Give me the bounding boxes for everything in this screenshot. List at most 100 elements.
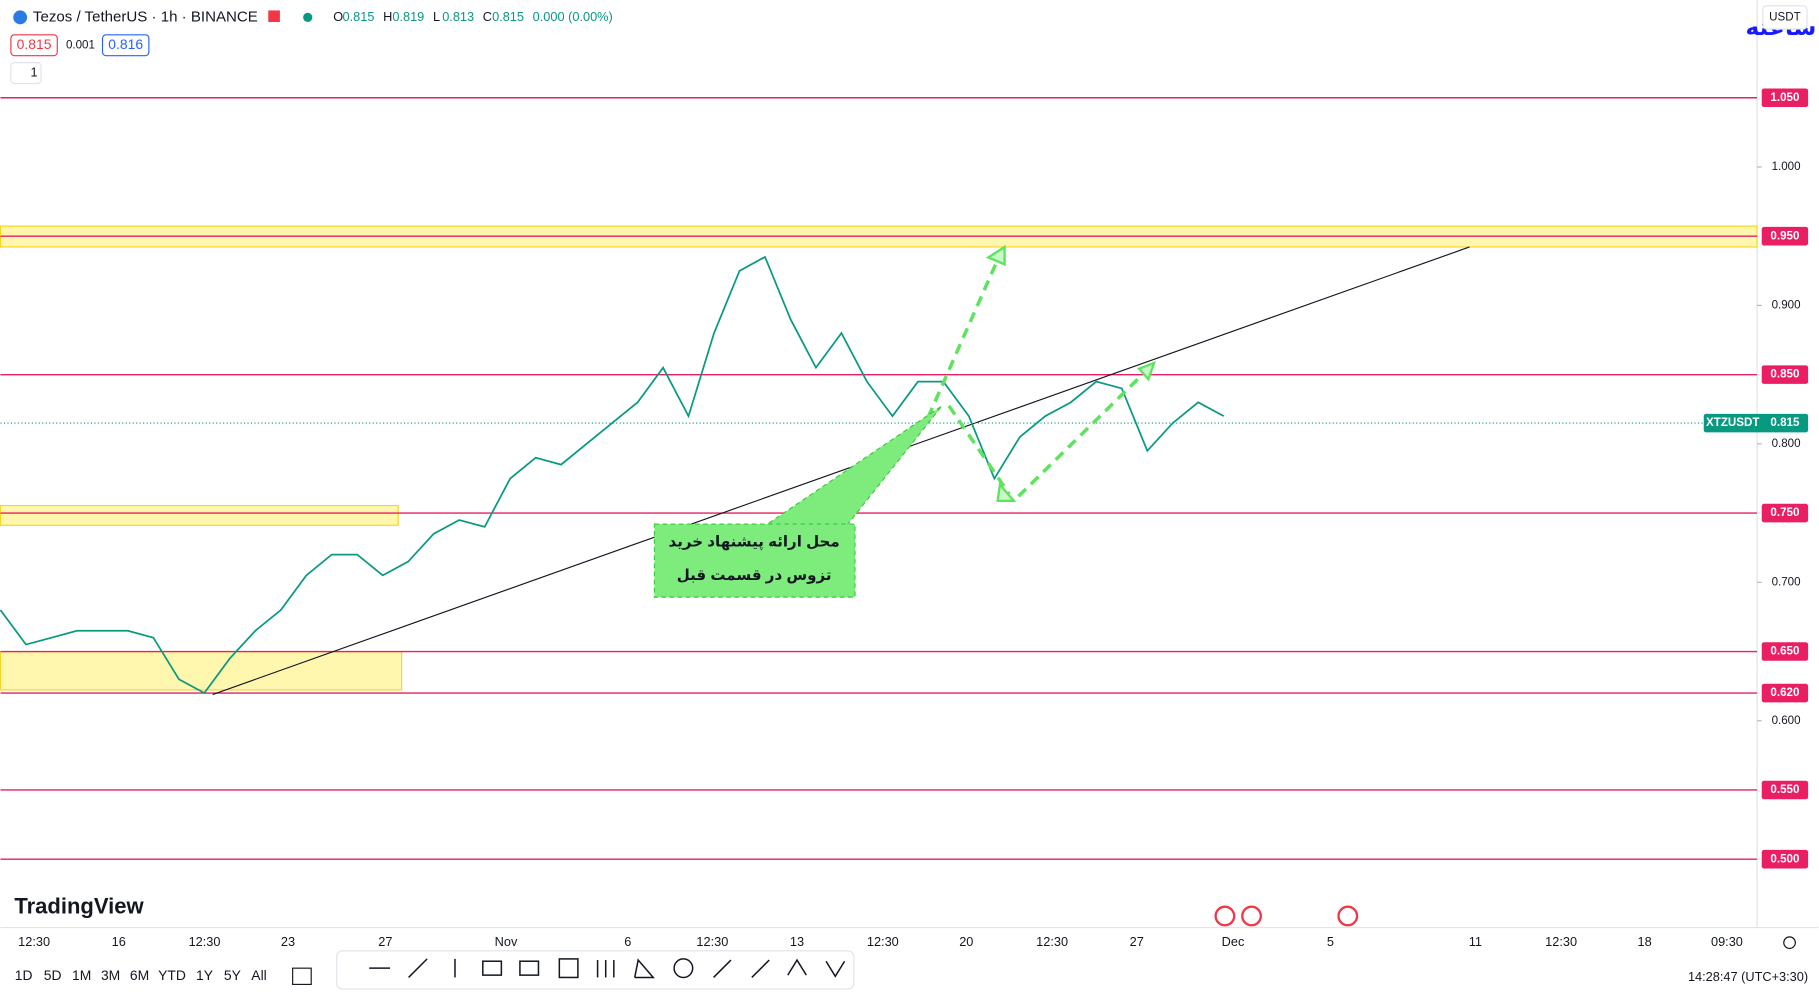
level-label: 0.950: [1770, 230, 1799, 242]
x-tick-label: 27: [378, 934, 392, 949]
x-tick-label: 12:30: [18, 934, 50, 949]
timeframe-button[interactable]: 5D: [44, 967, 62, 983]
ohlc-item: 0.000 (0.00%): [533, 9, 613, 24]
arrow-down: [947, 404, 1011, 495]
timeframe-button[interactable]: 3M: [101, 967, 120, 983]
level-label: 0.620: [1770, 687, 1799, 699]
y-tick-label: 0.700: [1772, 576, 1801, 588]
callout-box: [653, 523, 856, 598]
ohlc-item: O: [333, 9, 343, 24]
last-price-badge: [1703, 413, 1809, 433]
timeframe-button[interactable]: All: [251, 967, 266, 983]
bid: 0.815: [17, 36, 52, 52]
currency-box[interactable]: [1762, 5, 1808, 30]
level-label: 0.750: [1770, 507, 1799, 519]
x-tick-label: 12:30: [189, 934, 221, 949]
spread: 0.001: [66, 39, 95, 51]
timeframe-button[interactable]: 1M: [72, 967, 91, 983]
drawing-toolbar[interactable]: [336, 950, 855, 990]
indicator-toggle[interactable]: [10, 62, 42, 85]
arrowhead: [996, 481, 1017, 503]
level-label: 0.500: [1770, 853, 1799, 865]
event-icon[interactable]: [1214, 905, 1236, 927]
toolbar-icons: [369, 958, 846, 979]
support-zone: [0, 651, 403, 691]
level-label: 0.850: [1770, 369, 1799, 381]
callout-text: محل ارائه پیشنهاد خرید: [669, 534, 840, 552]
x-tick-label: 12:30: [1036, 934, 1068, 949]
arrow-up: [926, 259, 1000, 419]
timeframe-button[interactable]: 5Y: [224, 967, 241, 983]
ohlc-item: 0.815: [492, 9, 524, 24]
level-badge: [1761, 503, 1809, 523]
x-tick-label: 5: [1327, 934, 1334, 949]
arrowhead: [1137, 360, 1157, 382]
ohlc-item: L: [433, 9, 440, 24]
x-tick-label: Dec: [1222, 934, 1245, 949]
level-badge: [1761, 849, 1809, 869]
arrow-up-2: [1017, 369, 1148, 498]
ask: 0.816: [108, 36, 143, 52]
x-tick-label: 18: [1638, 934, 1652, 949]
level-label: 1.050: [1770, 92, 1799, 104]
calendar-icon[interactable]: [292, 967, 312, 985]
x-tick-label: 13: [790, 934, 804, 949]
y-tick-label: 0.800: [1772, 438, 1801, 450]
level-badge: [1761, 365, 1809, 384]
series-name: XTZUSDT: [1706, 417, 1759, 429]
x-tick-label: 20: [959, 934, 973, 949]
bid-box[interactable]: [10, 34, 58, 57]
settings-icon[interactable]: [1783, 936, 1796, 950]
ask-box[interactable]: [101, 34, 150, 57]
x-tick-label: 12:30: [1545, 934, 1577, 949]
indicator-count: 1: [31, 64, 38, 79]
timeframe-button[interactable]: 1D: [15, 967, 33, 983]
x-tick-label: 12:30: [696, 934, 728, 949]
x-tick-label: 12:30: [867, 934, 899, 949]
timeframe-button[interactable]: YTD: [158, 967, 186, 983]
projection-arrows: [926, 259, 1148, 498]
level-label: 0.650: [1770, 646, 1799, 658]
logo: TradingView: [14, 894, 144, 919]
y-tick-label: 1.000: [1772, 161, 1801, 173]
x-tick-label: 23: [281, 934, 295, 949]
ohlc-item: H: [383, 9, 392, 24]
event-icon[interactable]: [1241, 905, 1262, 927]
level-badge: [1761, 780, 1809, 800]
symbol: Tezos / TetherUS · 1h · BINANCE: [33, 8, 258, 25]
level-badge: [1761, 683, 1809, 703]
ohlc-item: 0.813: [442, 9, 474, 24]
y-tick-label: 0.900: [1772, 299, 1801, 311]
zone: [0, 504, 399, 526]
timeframe-button[interactable]: 1Y: [196, 967, 213, 983]
arrowhead: [985, 244, 1006, 267]
callout-text: تزوس در قسمت قبل: [677, 567, 832, 584]
timeframe-button[interactable]: 6M: [130, 967, 149, 983]
event-icon[interactable]: [1337, 905, 1359, 927]
flag[interactable]: [268, 10, 280, 23]
level-label: 0.550: [1770, 784, 1799, 796]
x-tick-label: 27: [1130, 934, 1144, 949]
ohlc-item: 0.819: [392, 9, 424, 24]
currency: USDT: [1769, 11, 1801, 23]
level-badge: [1761, 226, 1809, 246]
clock: 14:28:47 (UTC+3:30): [1688, 969, 1808, 984]
trend-line: [212, 246, 1470, 696]
symbol-icon: [13, 10, 28, 25]
x-tick-label: 16: [112, 934, 126, 949]
x-tick-label: 09:30: [1711, 934, 1743, 949]
level-badge: [1761, 88, 1809, 108]
x-tick-label: 6: [624, 934, 631, 949]
ohlc-item: 0.815: [343, 9, 375, 24]
ohlc-item: C: [483, 9, 492, 24]
x-tick-label: Nov: [495, 934, 518, 949]
x-tick-label: 11: [1469, 934, 1482, 949]
y-tick-label: 0.600: [1772, 715, 1801, 727]
last-price-label: 0.815: [1770, 417, 1800, 429]
price-line: [0, 255, 1225, 695]
status-dot: [303, 12, 313, 23]
level-badge: [1761, 642, 1809, 661]
